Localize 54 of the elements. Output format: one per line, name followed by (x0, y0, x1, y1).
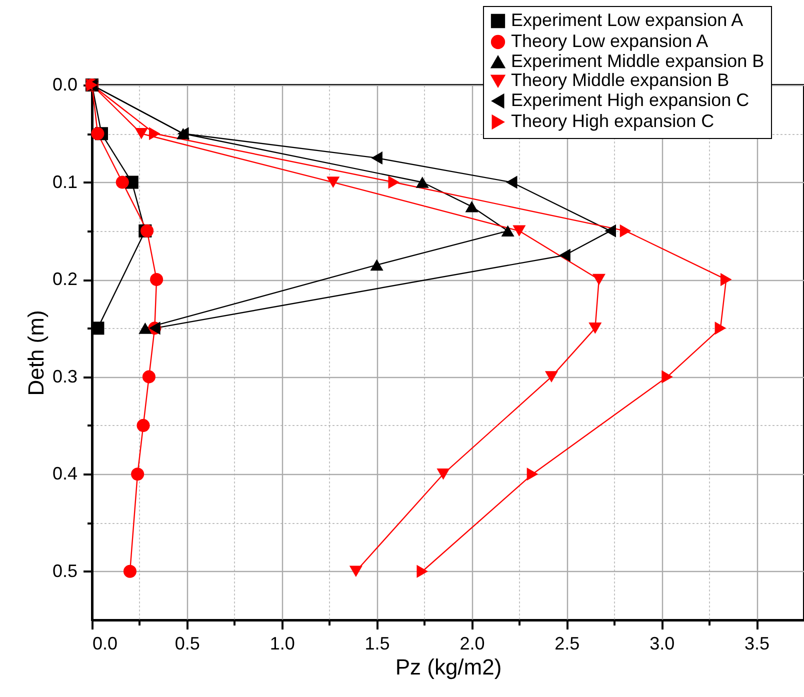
point (620, 224, 632, 238)
point (416, 564, 428, 578)
point (370, 259, 384, 271)
point (91, 127, 104, 140)
x-tick-label: 3.0 (650, 634, 675, 654)
point (123, 564, 136, 578)
x-tick-label: 1.0 (270, 634, 295, 654)
point (544, 371, 558, 382)
y-tick-label: 0.5 (52, 560, 78, 581)
point (326, 176, 340, 188)
point (526, 468, 538, 481)
point (138, 322, 152, 334)
point (134, 128, 148, 140)
point (371, 151, 382, 164)
point (142, 370, 156, 384)
point (116, 176, 129, 189)
legend-label: Theory High expansion C (511, 111, 714, 131)
point (349, 566, 362, 578)
point (714, 322, 726, 335)
x-tick-label: 3.5 (744, 634, 770, 654)
x-axis-title: Pz (kg/m2) (395, 654, 502, 680)
point (662, 370, 673, 384)
point (559, 248, 570, 262)
point (588, 322, 602, 334)
legend-label: Experiment Low expansion A (511, 10, 744, 30)
point (720, 273, 732, 286)
point (150, 273, 164, 286)
point (604, 224, 616, 238)
x-tick-label: 0.5 (174, 634, 200, 654)
point (436, 468, 450, 480)
point (506, 176, 518, 189)
point (592, 274, 606, 286)
legend-label: Experiment High expansion C (511, 90, 750, 110)
legend-label: Theory Middle expansion B (511, 70, 730, 90)
legend-label: Experiment Middle expansion B (511, 51, 764, 71)
y-tick-label: 0.1 (52, 172, 78, 192)
x-tick-label: 0.0 (92, 634, 118, 654)
point (149, 127, 160, 140)
y-tick-label: 0.2 (52, 269, 78, 290)
y-tick-label: 0.3 (52, 366, 78, 386)
x-tick-label: 2.5 (554, 634, 580, 654)
y-axis-title: Deth (m) (23, 310, 48, 396)
y-tick-label: 0.0 (52, 74, 78, 94)
point (465, 200, 478, 212)
point (136, 418, 150, 432)
point (416, 176, 429, 188)
y-tick-label: 0.4 (52, 464, 78, 484)
point (501, 225, 514, 237)
point (512, 225, 526, 237)
x-tick-label: 1.5 (364, 634, 390, 654)
x-tick-label: 2.0 (460, 634, 485, 654)
point (131, 468, 144, 481)
point (388, 176, 400, 189)
legend-label: Theory Low expansion A (511, 31, 708, 51)
